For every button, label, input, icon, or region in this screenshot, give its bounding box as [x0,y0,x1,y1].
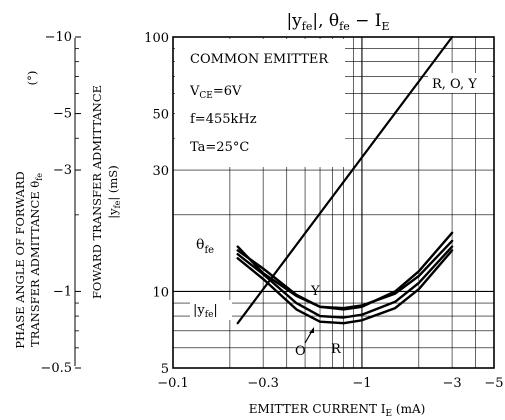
series-line [236,35,454,325]
series-line [236,231,454,311]
x-tick-label: −0.3 [247,376,279,391]
left-tick-label: −3 [53,163,72,178]
series-line [236,249,454,325]
conditions-title: COMMON EMITTER [190,52,329,67]
right-tick-label: 10 [152,285,169,300]
series-layer [236,35,454,325]
label-Y: Y [310,284,320,299]
label-r-o-y: R, O, Y [432,77,477,92]
right-axis-label-line1: FOWARD TRANSFER ADMITTANCE [90,85,104,299]
left-axis-label-line1: PHASE ANGLE OF FORWARD [13,171,27,349]
right-axis: 5 10 30 50 100 [144,31,169,377]
left-axis: −0.5 −1 −3 −5 −10 [40,30,81,376]
x-axis-label: EMITTER CURRENT IE (mA) [249,402,426,419]
chart-title: |yfe|, θfe − IE [286,11,389,33]
x-axis: −0.1 −0.3 −1 −3 −5 [157,376,503,391]
label-R: R [331,342,342,357]
arrow-o-head [309,327,314,333]
x-tick-label: −1 [352,376,371,391]
label-O: O [295,344,306,359]
left-tick-label: −10 [45,30,72,45]
left-tick-label: −0.5 [40,361,72,376]
left-tick-label: −1 [53,284,72,299]
yfe-label-bg [190,300,232,320]
conditions-vce: VCE=6V [189,84,242,101]
right-tick-label: 5 [161,362,169,377]
plot-frame [172,36,495,369]
series-line [236,239,454,310]
x-tick-label: −3 [442,376,461,391]
rOY-label-bg [428,73,492,93]
right-axis-label: FOWARD TRANSFER ADMITTANCE |yfe| (mS) [90,85,122,299]
right-tick-label: 100 [144,31,169,46]
left-axis-label: PHASE ANGLE OF FORWARD TRANSFER ADMITTAN… [13,171,44,349]
label-theta-fe: θfe [196,237,214,256]
conditions-box [175,39,345,167]
label-yfe: |yfe| [193,303,218,320]
right-tick-label: 50 [152,108,169,123]
conditions-freq: f=455kHz [190,112,257,127]
x-tick-label: −5 [484,376,503,391]
left-axis-label-line2: TRANSFER ADMITTANCE θfe [28,173,44,347]
x-tick-label: −0.1 [157,376,189,391]
series-line [236,245,454,319]
left-axis-unit: (°) [25,71,39,86]
svg-text:(°): (°) [25,71,39,86]
conditions-ta: Ta=25°C [190,140,249,155]
right-tick-label: 30 [152,164,169,179]
right-axis-label-line2: |yfe| (mS) [106,165,122,218]
left-tick-label: −5 [53,107,72,122]
